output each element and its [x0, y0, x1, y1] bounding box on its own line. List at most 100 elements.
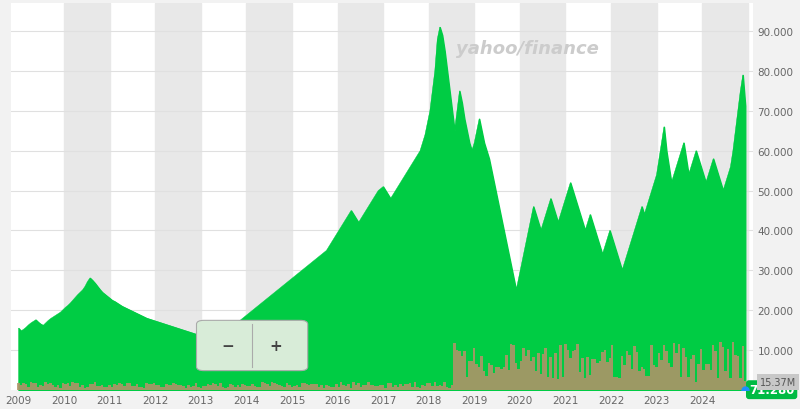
Bar — [82, 385, 84, 390]
Bar — [320, 386, 322, 390]
Bar — [27, 387, 30, 390]
Bar — [554, 353, 557, 390]
Bar — [62, 383, 64, 390]
Bar — [101, 385, 103, 390]
Bar — [586, 357, 589, 390]
Bar — [658, 353, 660, 390]
Bar — [165, 384, 167, 390]
Bar — [495, 367, 498, 390]
Bar — [493, 373, 495, 390]
Bar — [313, 384, 315, 390]
Bar — [194, 383, 197, 390]
Bar — [217, 386, 219, 390]
Bar — [655, 367, 658, 390]
Bar — [158, 384, 160, 390]
Bar — [730, 378, 732, 390]
Bar — [345, 386, 347, 390]
Bar — [542, 355, 545, 390]
Bar — [143, 388, 146, 390]
Bar — [409, 384, 411, 390]
Bar — [303, 384, 306, 390]
Bar — [584, 378, 586, 390]
Bar — [744, 381, 746, 390]
Bar — [347, 384, 350, 390]
Bar — [251, 384, 254, 390]
Bar — [550, 357, 552, 390]
Bar — [205, 386, 207, 390]
Bar — [566, 350, 569, 390]
Bar — [737, 356, 739, 390]
Bar — [478, 367, 481, 390]
Bar — [448, 388, 451, 390]
Bar — [545, 348, 547, 390]
Bar — [488, 363, 490, 390]
Bar — [187, 385, 190, 390]
Bar — [675, 353, 678, 390]
Bar — [662, 345, 665, 390]
Bar — [224, 388, 226, 390]
Bar — [106, 387, 109, 390]
Bar — [350, 388, 352, 390]
Bar — [648, 376, 650, 390]
Bar — [742, 346, 744, 390]
Bar — [365, 385, 367, 390]
Bar — [426, 383, 429, 390]
Bar — [414, 382, 416, 390]
Bar — [135, 384, 138, 390]
Bar — [175, 384, 178, 390]
Bar — [510, 344, 513, 390]
Bar — [547, 377, 550, 390]
Bar — [52, 385, 54, 390]
Bar — [443, 382, 446, 390]
Bar — [192, 386, 194, 390]
Bar — [30, 382, 32, 390]
Bar — [481, 357, 483, 390]
Bar — [673, 343, 675, 390]
Bar — [111, 387, 114, 390]
Bar — [229, 384, 231, 390]
Bar — [623, 365, 626, 390]
Bar — [153, 383, 155, 390]
Bar — [473, 348, 475, 390]
Bar — [330, 387, 333, 390]
Text: 71.280: 71.280 — [749, 383, 794, 396]
Bar — [130, 386, 133, 390]
Bar — [234, 387, 237, 390]
Bar — [162, 387, 165, 390]
Bar — [690, 359, 692, 390]
Bar — [525, 356, 527, 390]
Bar — [271, 382, 274, 390]
Bar — [222, 387, 224, 390]
Bar — [660, 360, 662, 390]
Bar — [643, 370, 646, 390]
Bar — [502, 367, 505, 390]
Bar — [114, 384, 116, 390]
Bar — [571, 351, 574, 390]
Bar — [358, 383, 360, 390]
Bar — [724, 371, 726, 390]
Bar — [500, 369, 502, 390]
Bar — [451, 385, 454, 390]
Bar — [118, 383, 121, 390]
Bar — [246, 386, 249, 390]
Bar — [22, 383, 25, 390]
Bar — [402, 387, 404, 390]
Bar — [438, 385, 441, 390]
Bar — [483, 371, 486, 390]
Bar — [429, 383, 431, 390]
Bar — [458, 351, 461, 390]
Bar — [670, 367, 673, 390]
FancyBboxPatch shape — [197, 321, 308, 371]
Bar — [702, 4, 748, 390]
Bar — [537, 353, 539, 390]
Bar — [370, 384, 372, 390]
Bar — [603, 350, 606, 390]
Bar — [249, 386, 251, 390]
Bar — [71, 382, 74, 390]
Bar — [207, 384, 210, 390]
Bar — [37, 387, 39, 390]
Bar — [59, 388, 62, 390]
Bar — [237, 385, 239, 390]
Bar — [148, 384, 150, 390]
Bar — [626, 351, 628, 390]
